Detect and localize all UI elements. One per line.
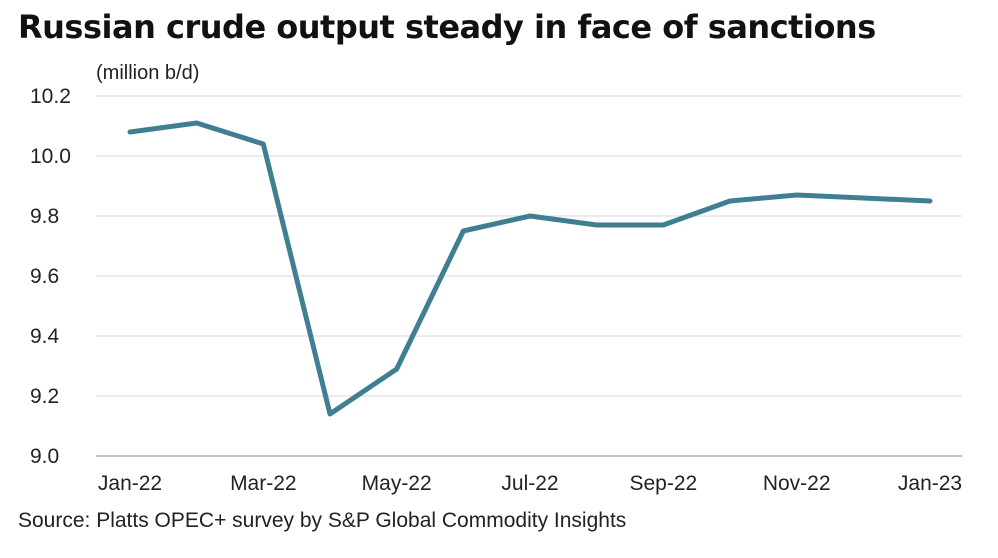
x-tick-labels: Jan-22 Mar-22 May-22 Jul-22 Sep-22 Nov-22 Jan-…	[98, 472, 962, 495]
x-tick-label: Mar-22	[230, 472, 297, 495]
y-tick-label: 9.2	[30, 385, 59, 408]
y-tick-label: 9.4	[30, 325, 60, 348]
x-tick-label: Jan-22	[98, 472, 162, 495]
x-tick-label: May-22	[362, 472, 432, 495]
x-tick-label: Sep-22	[629, 472, 697, 495]
x-tick-label: Nov-22	[763, 472, 831, 495]
x-tick-label: Jul-22	[501, 472, 558, 495]
chart-title: Russian crude output steady in face of s…	[18, 8, 876, 46]
y-tick-label: 9.0	[30, 445, 59, 468]
y-tick-label: 9.8	[30, 205, 59, 228]
y-tick-label: 10.2	[30, 85, 71, 108]
y-axis-unit-label: (million b/d)	[96, 62, 200, 84]
series-line-0	[127, 120, 933, 417]
series-layer	[127, 120, 933, 417]
y-tick-labels: 9.0 9.2 9.4 9.6 9.8 10.0 10.2	[30, 85, 71, 468]
grid-layer	[96, 95, 962, 457]
y-tick-label: 10.0	[30, 145, 71, 168]
x-tick-label: Jan-23	[898, 472, 962, 495]
source-note: Source: Platts OPEC+ survey by S&P Globa…	[18, 509, 627, 532]
y-tick-label: 9.6	[30, 265, 59, 288]
